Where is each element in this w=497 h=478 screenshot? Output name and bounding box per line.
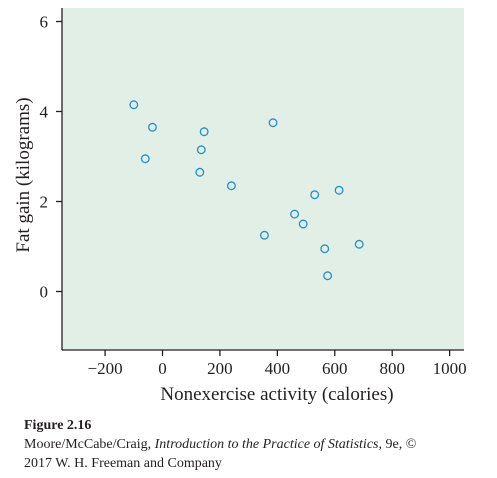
x-axis: −200 0 200 400 600 800 1000 bbox=[62, 349, 467, 378]
figure-caption: Figure 2.16 Moore/McCabe/Craig, Introduc… bbox=[24, 416, 484, 473]
data-point bbox=[195, 167, 205, 177]
y-tick-label: 4 bbox=[40, 103, 49, 122]
data-point bbox=[310, 190, 320, 200]
x-tick-label: 0 bbox=[158, 359, 167, 378]
data-point bbox=[226, 181, 236, 191]
data-point bbox=[320, 244, 330, 254]
y-axis-title: Fat gain (kilograms) bbox=[13, 97, 34, 252]
caption-suffix: , 9e, © bbox=[378, 437, 417, 452]
data-points bbox=[129, 100, 364, 281]
data-point bbox=[323, 271, 333, 281]
data-point bbox=[147, 122, 157, 132]
data-point bbox=[298, 219, 308, 229]
data-point bbox=[129, 100, 139, 110]
x-axis-title: Nonexercise activity (calories) bbox=[160, 384, 393, 405]
x-tick-label: 200 bbox=[207, 359, 233, 378]
caption-line2: 2017 W. H. Freeman and Company bbox=[24, 456, 222, 471]
data-point bbox=[199, 127, 209, 137]
data-point bbox=[290, 209, 300, 219]
x-tick-label: 400 bbox=[265, 359, 291, 378]
x-tick-label: 800 bbox=[379, 359, 405, 378]
y-axis: 0 2 4 6 bbox=[40, 8, 63, 350]
data-point bbox=[268, 118, 278, 128]
y-tick-label: 0 bbox=[40, 283, 49, 302]
y-tick-label: 2 bbox=[40, 193, 49, 212]
x-tick-label: −200 bbox=[88, 359, 123, 378]
data-point bbox=[334, 185, 344, 195]
caption-line1: Moore/McCabe/Craig, Introduction to the … bbox=[24, 437, 416, 452]
x-tick-label: 1000 bbox=[433, 359, 467, 378]
data-point bbox=[259, 230, 269, 240]
plot-background bbox=[62, 8, 464, 350]
caption-book-title: Introduction to the Practice of Statisti… bbox=[154, 437, 379, 452]
data-point bbox=[140, 154, 150, 164]
figure-label: Figure 2.16 bbox=[24, 418, 92, 433]
y-tick-label: 6 bbox=[40, 13, 49, 32]
data-point bbox=[354, 239, 364, 249]
x-tick-label: 600 bbox=[322, 359, 348, 378]
caption-prefix: Moore/McCabe/Craig, bbox=[24, 437, 155, 452]
scatter-chart: 0 2 4 6 −200 0 200 400 600 800 1000 Nonexercise a… bbox=[13, 8, 467, 405]
data-point bbox=[196, 145, 206, 155]
